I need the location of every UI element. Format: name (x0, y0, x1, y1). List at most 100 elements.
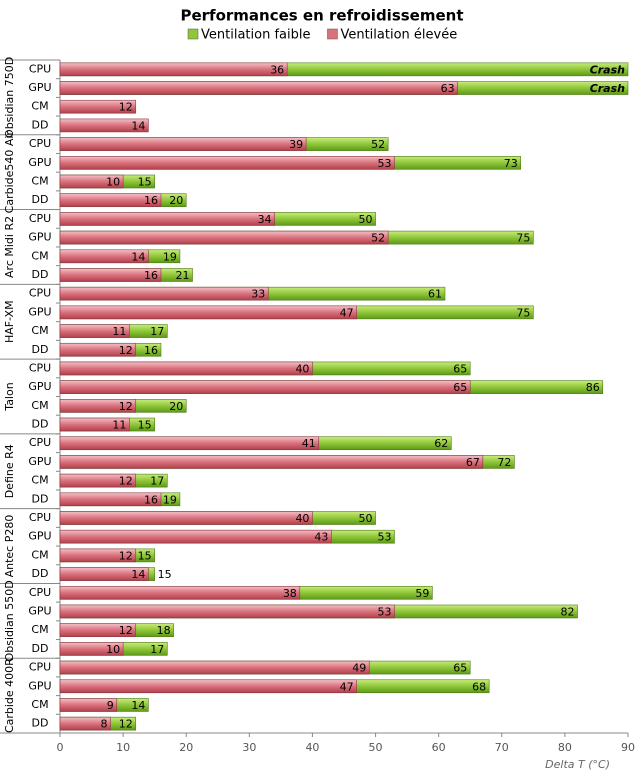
bar (59, 473, 137, 488)
value-label: 18 (157, 624, 171, 637)
value-label: 20 (169, 400, 183, 413)
bar (59, 567, 149, 581)
bar (59, 660, 370, 675)
y-tick-label: CPU (29, 62, 51, 75)
y-tick-label: DD (32, 418, 49, 431)
bar (59, 99, 137, 114)
y-tick-label: GPU (28, 604, 51, 617)
y-tick-label: CPU (29, 436, 51, 449)
value-label: 20 (169, 194, 183, 207)
bar (59, 212, 275, 226)
y-tick-label: DD (32, 717, 49, 730)
value-label: 49 (352, 662, 366, 675)
value-label: 12 (119, 718, 133, 731)
x-tick-label: 60 (432, 741, 446, 754)
bar (59, 305, 357, 320)
y-tick-label: CM (31, 548, 48, 561)
y-tick-label: CPU (29, 361, 51, 374)
y-tick-label: CPU (29, 212, 51, 225)
bar (59, 492, 162, 507)
legend-swatch (327, 28, 338, 40)
legend-swatch (187, 28, 199, 40)
bar (59, 324, 130, 338)
value-label: 39 (289, 138, 303, 151)
value-label: 10 (106, 176, 120, 189)
x-tick-label: 90 (621, 741, 635, 754)
value-label: 47 (340, 306, 354, 319)
value-label: 73 (504, 157, 518, 170)
value-label: 53 (377, 157, 391, 170)
value-label: 61 (428, 288, 442, 301)
x-tick-label: 30 (242, 741, 256, 754)
value-label: 12 (119, 475, 133, 488)
value-label: 43 (314, 531, 328, 544)
chart-title: Performances en refroidissement (180, 7, 463, 25)
group-label: Carbide 400R (3, 658, 16, 733)
bar (59, 623, 137, 637)
value-label: 65 (453, 362, 467, 375)
bar (59, 604, 395, 619)
value-label: 38 (283, 587, 297, 600)
y-tick-label: CM (31, 324, 48, 337)
value-label: 52 (371, 138, 385, 151)
bar (59, 342, 137, 357)
value-label: 33 (251, 288, 265, 301)
bar (59, 380, 471, 394)
legend-label: Ventilation faible (201, 28, 310, 43)
y-tick-label: GPU (28, 231, 51, 244)
value-label: 15 (138, 419, 152, 432)
value-label: 15 (138, 176, 152, 189)
value-label: 16 (144, 493, 158, 506)
value-label: 10 (106, 643, 120, 656)
y-tick-label: CM (31, 249, 48, 262)
value-label: 14 (131, 568, 145, 581)
value-label: 17 (150, 325, 164, 338)
value-label: 59 (415, 587, 429, 600)
value-label: 12 (119, 101, 133, 114)
x-tick-label: 0 (57, 741, 64, 754)
value-label: 19 (163, 250, 177, 263)
value-label: 12 (119, 624, 133, 637)
x-tick-label: 50 (369, 741, 383, 754)
value-label: 8 (100, 718, 107, 731)
y-tick-label: DD (32, 343, 49, 356)
y-tick-label: GPU (28, 156, 51, 169)
value-label: 63 (441, 82, 455, 95)
value-label: 82 (561, 605, 575, 618)
bar (59, 268, 162, 282)
value-label: 9 (107, 699, 114, 712)
value-label: 40 (295, 362, 309, 375)
y-tick-label: DD (32, 193, 49, 206)
value-label: 67 (466, 456, 480, 469)
bar (59, 642, 124, 656)
y-tick-label: GPU (28, 81, 51, 94)
bar (59, 249, 149, 264)
value-label: 19 (163, 493, 177, 506)
value-label: 17 (150, 475, 164, 488)
y-tick-label: CM (31, 623, 48, 636)
bar (59, 156, 395, 170)
value-label: 16 (144, 194, 158, 207)
y-tick-label: DD (32, 118, 49, 131)
bar (59, 118, 149, 133)
y-tick-label: CPU (29, 661, 51, 674)
value-label: 75 (516, 232, 530, 245)
y-tick-label: CPU (29, 137, 51, 150)
bar (59, 137, 307, 151)
bar (59, 436, 320, 451)
y-tick-label: GPU (28, 679, 51, 692)
y-tick-label: GPU (28, 530, 51, 543)
bar (59, 548, 137, 563)
y-tick-label: DD (32, 268, 49, 281)
value-label: 21 (176, 269, 190, 282)
group-label: Carbide540 Air (3, 131, 16, 214)
value-label: 86 (586, 381, 600, 394)
bar (59, 679, 357, 694)
value-label: 47 (340, 680, 354, 693)
value-label: 17 (150, 643, 164, 656)
x-tick-label: 10 (116, 741, 130, 754)
bar (59, 455, 484, 469)
value-label: 34 (258, 213, 272, 226)
group-label: HAF-XM (3, 300, 16, 343)
value-label: 65 (453, 662, 467, 675)
